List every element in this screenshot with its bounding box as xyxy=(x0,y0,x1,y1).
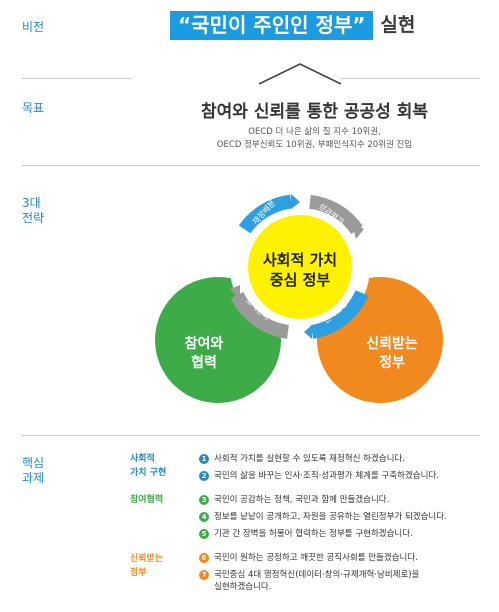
vision-highlight: “국민이 주인인 정부” xyxy=(170,10,374,40)
strategy-diagram: 재정배분 성과평가 인사운영 조직관리 사회적 가치 중심 정부 참여와 협력 … xyxy=(155,194,443,403)
task-item: 1 사회적 가치를 실현할 수 있도록 재정혁신 하겠습니다. xyxy=(199,453,489,465)
section-label-goal: 목표 xyxy=(22,101,45,115)
divider xyxy=(340,78,480,79)
number-badge: 7 xyxy=(199,570,209,580)
task-category: 신뢰받는 정부 xyxy=(130,552,192,580)
task-item: 4 정보를 낱낱이 공개하고, 자원을 공유하는 열린정부가 되겠습니다. xyxy=(199,511,489,523)
task-category: 사회적 가치 구현 xyxy=(130,452,192,480)
task-category-line: 사회적 xyxy=(130,454,155,464)
number-badge: 2 xyxy=(199,471,209,481)
task-text: 기관 간 장벽을 허물어 협력하는 정부를 구현하겠습니다. xyxy=(214,529,413,539)
right-circle-line-1: 신뢰받는 xyxy=(366,335,418,352)
task-text-line: 국민중심 4대 행정혁신(데이터·창의·규제개혁·낭비제로)을 xyxy=(214,570,420,580)
strategy-core-circle xyxy=(248,215,352,319)
ring-segment xyxy=(310,289,369,339)
section-label-strategy-1: 3대 xyxy=(22,196,41,210)
goal-subtitle-2: OECD 정부신뢰도 10위권, 부패인식지수 20위권 진입 xyxy=(216,140,413,150)
task-category-line: 참여협력 xyxy=(130,495,164,505)
section-label-core-tasks-1: 핵심 xyxy=(22,456,45,470)
number-badge: 5 xyxy=(199,529,209,539)
task-text-line: 실현하겠습니다. xyxy=(214,582,272,592)
number-badge: 6 xyxy=(199,553,209,563)
task-text: 사회적 가치를 실현할 수 있도록 재정혁신 하겠습니다. xyxy=(214,454,405,464)
number-badge: 1 xyxy=(199,454,209,464)
task-text: 국민이 공감하는 정책, 국민과 함께 만들겠습니다. xyxy=(214,495,390,505)
arrow-icon xyxy=(291,194,300,209)
task-category-line: 정부 xyxy=(130,568,147,578)
divider xyxy=(22,435,480,436)
task-text: 정보를 낱낱이 공개하고, 자원을 공유하는 열린정부가 되겠습니다. xyxy=(214,512,447,522)
left-circle-line-1: 참여와 xyxy=(185,335,224,352)
task-item: 3 국민이 공감하는 정책, 국민과 함께 만들겠습니다. xyxy=(199,494,489,506)
task-item: 7 국민중심 4대 행정혁신(데이터·창의·규제개혁·낭비제로)을 실현하겠습니… xyxy=(199,569,489,593)
arrow-icon xyxy=(230,285,240,301)
left-circle-line-2: 협력 xyxy=(191,355,217,371)
task-item: 6 국민이 원하는 공정하고 깨끗한 공직사회를 만들겠습니다. xyxy=(199,552,489,564)
vision-statement: “국민이 주인인 정부” 실현 xyxy=(170,10,415,40)
task-item: 2 국민의 삶을 바꾸는 인사·조직·성과평가 체계를 구축하겠습니다. xyxy=(199,470,489,482)
task-item: 5 기관 간 장벽을 허물어 협력하는 정부를 구현하겠습니다. xyxy=(199,528,489,540)
number-badge: 4 xyxy=(199,512,209,522)
task-category-line: 신뢰받는 xyxy=(130,554,164,564)
section-label-core-tasks-2: 과제 xyxy=(22,471,45,485)
core-line-1: 사회적 가치 xyxy=(263,251,337,269)
task-category: 참여협력 xyxy=(130,493,192,507)
arrow-icon xyxy=(304,325,312,339)
arrow-icon xyxy=(352,223,364,239)
number-badge: 3 xyxy=(199,495,209,505)
goal-subtitle-1: OECD 더 나은 삶의 질 지수 10위권, xyxy=(248,127,381,137)
divider xyxy=(22,78,132,79)
ring-segment xyxy=(238,194,293,234)
chevron-up-icon xyxy=(258,63,342,85)
right-circle-line-2: 정부 xyxy=(379,354,405,371)
divider xyxy=(22,165,480,166)
core-line-2: 중심 정부 xyxy=(270,271,331,289)
section-label-vision: 비전 xyxy=(22,20,45,34)
goal-title: 참여와 신뢰를 통한 공공성 회복 xyxy=(201,102,428,122)
task-text: 국민중심 4대 행정혁신(데이터·창의·규제개혁·낭비제로)을 실현하겠습니다. xyxy=(214,569,419,593)
section-label-strategy-2: 전략 xyxy=(22,211,45,225)
vision-suffix: 실현 xyxy=(380,14,416,36)
task-text: 국민이 원하는 공정하고 깨끗한 공직사회를 만들겠습니다. xyxy=(214,553,418,563)
task-text: 국민의 삶을 바꾸는 인사·조직·성과평가 체계를 구축하겠습니다. xyxy=(214,471,439,481)
ring-segment xyxy=(230,291,290,339)
task-category-line: 가치 구현 xyxy=(130,468,167,478)
